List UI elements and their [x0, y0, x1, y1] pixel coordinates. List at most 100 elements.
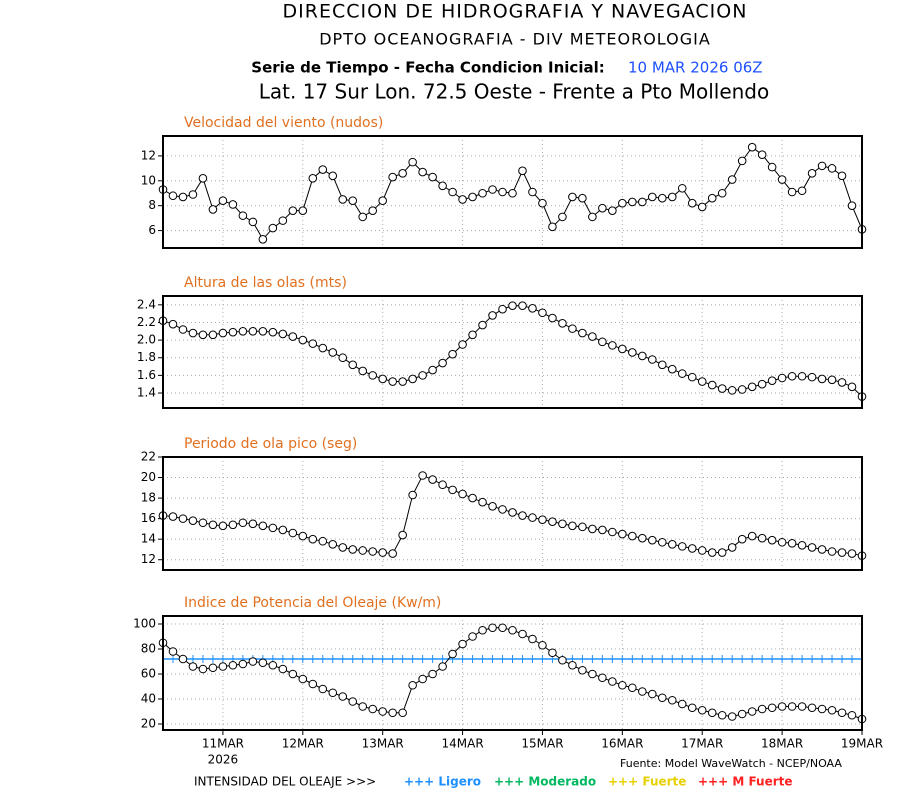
- data-point: [328, 171, 338, 181]
- legend-entry: +++ Moderado: [494, 775, 596, 789]
- legend-entry: +++ M Fuerte: [698, 775, 793, 789]
- run-date: 10 MAR 2026 06Z: [628, 59, 763, 77]
- data-point: [428, 475, 437, 484]
- data-point: [717, 188, 727, 198]
- data-point: [817, 374, 827, 384]
- data-point: [458, 195, 467, 204]
- data-point: [508, 508, 517, 517]
- data-point: [598, 337, 607, 347]
- data-point: [518, 511, 527, 520]
- y-tick-label: 8: [148, 198, 156, 212]
- data-point: [398, 169, 407, 178]
- data-point: [518, 301, 527, 311]
- y-tick-label: 80: [141, 642, 156, 656]
- data-point: [398, 530, 407, 540]
- data-point: [717, 548, 727, 557]
- data-point: [318, 343, 328, 353]
- data-point: [298, 674, 308, 684]
- data-point: [707, 708, 717, 718]
- data-point: [697, 202, 707, 212]
- data-point: [797, 371, 807, 381]
- data-point: [608, 206, 617, 215]
- data-point: [767, 162, 777, 172]
- data-point: [168, 512, 178, 521]
- data-point: [428, 669, 437, 679]
- data-point: [757, 704, 767, 714]
- data-point: [428, 172, 437, 182]
- data-point: [747, 531, 757, 541]
- data-point: [737, 156, 747, 166]
- data-point: [438, 181, 447, 191]
- data-point: [368, 371, 378, 380]
- data-point: [648, 355, 657, 364]
- data-point: [318, 536, 328, 546]
- data-point: [188, 190, 198, 199]
- x-tick-label: 12MAR: [282, 737, 324, 751]
- data-point: [817, 545, 827, 554]
- data-point: [777, 702, 787, 711]
- data-point: [378, 196, 387, 206]
- data-point: [308, 534, 318, 544]
- data-point: [837, 708, 847, 718]
- data-point: [198, 664, 208, 674]
- data-point: [827, 547, 837, 556]
- data-point: [278, 216, 288, 225]
- data-point: [827, 375, 837, 385]
- data-point: [198, 174, 208, 183]
- data-point: [558, 319, 567, 328]
- x-tick-label: 19MAR: [841, 737, 883, 751]
- data-point: [737, 709, 747, 719]
- data-point: [388, 549, 397, 558]
- data-point: [258, 234, 268, 244]
- x-tick-label: 13MAR: [362, 737, 404, 751]
- data-point: [368, 704, 378, 714]
- data-point: [588, 332, 597, 341]
- data-point: [408, 157, 417, 167]
- legend-entry: +++ Fuerte: [608, 775, 686, 789]
- y-tick-label: 1.6: [137, 368, 156, 382]
- data-point: [568, 521, 577, 531]
- data-point: [677, 369, 687, 378]
- data-point: [588, 524, 597, 534]
- data-point: [717, 384, 727, 393]
- data-point: [478, 625, 487, 635]
- data-point: [358, 366, 368, 376]
- data-point: [468, 632, 477, 641]
- data-point: [448, 187, 457, 197]
- data-point: [538, 640, 547, 650]
- data-point: [328, 688, 338, 698]
- data-point: [807, 169, 817, 178]
- data-point: [538, 515, 547, 524]
- data-point: [498, 623, 507, 633]
- data-point: [648, 689, 657, 699]
- data-point: [178, 654, 188, 664]
- x-tick-label: 18MAR: [761, 737, 803, 751]
- data-point: [667, 364, 677, 374]
- source: Fuente: Model WaveWatch - NCEP/NOAA: [620, 757, 842, 770]
- data-point: [498, 187, 507, 197]
- data-point: [178, 325, 188, 334]
- data-point: [348, 545, 358, 554]
- data-point: [498, 304, 507, 314]
- data-point: [737, 385, 747, 394]
- data-point: [598, 203, 607, 213]
- data-point: [308, 174, 318, 183]
- data-point: [408, 490, 417, 500]
- data-point: [618, 344, 627, 354]
- legend-entry: +++ Ligero: [404, 775, 481, 789]
- data-point: [348, 697, 358, 706]
- data-point: [578, 328, 587, 338]
- data-point: [707, 548, 717, 557]
- data-point: [248, 657, 258, 666]
- data-point: [767, 703, 777, 713]
- x-tick-label: 11MAR: [202, 737, 244, 751]
- y-tick-label: 100: [133, 617, 156, 631]
- data-point: [677, 183, 687, 193]
- data-line: [162, 627, 863, 720]
- data-point: [178, 192, 188, 202]
- data-point: [817, 161, 827, 171]
- data-point: [528, 187, 537, 197]
- data-point: [208, 663, 218, 673]
- data-point: [288, 332, 298, 341]
- data-point: [348, 360, 358, 370]
